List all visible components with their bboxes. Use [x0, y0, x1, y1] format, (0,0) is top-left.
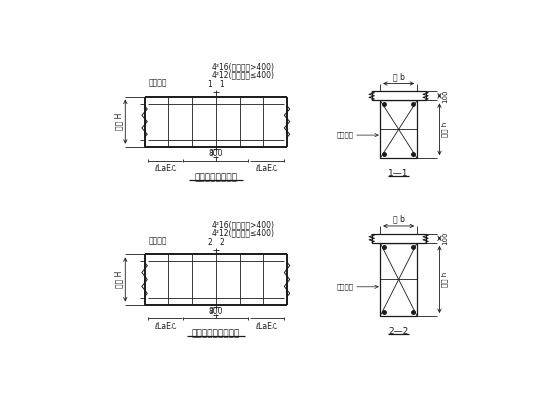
- Text: 加强钉筋: 加强钉筋: [337, 132, 354, 139]
- Text: 梁后浇带构造详图: 梁后浇带构造详图: [194, 173, 237, 182]
- Text: 梁 b: 梁 b: [393, 72, 404, 81]
- Bar: [372, 234, 426, 243]
- Text: 4²16(用于梁高>400): 4²16(用于梁高>400): [212, 63, 275, 72]
- Text: 100: 100: [442, 89, 448, 102]
- Text: 梁高 h: 梁高 h: [442, 272, 449, 287]
- Text: ℓLaEℒ: ℓLaEℒ: [255, 322, 277, 331]
- Text: ℓLaEℒ: ℓLaEℒ: [154, 164, 176, 173]
- Text: 800: 800: [208, 149, 223, 158]
- Bar: [380, 243, 417, 316]
- Text: 板梁后浇带构造详图: 板梁后浇带构造详图: [192, 329, 240, 338]
- Bar: [372, 91, 426, 100]
- Text: 2: 2: [210, 308, 214, 314]
- Text: 4²12(用于梁高≤400): 4²12(用于梁高≤400): [212, 228, 275, 237]
- Text: ℓLaEℒ: ℓLaEℒ: [255, 164, 277, 173]
- Text: 2—2: 2—2: [389, 327, 409, 336]
- Bar: [380, 100, 417, 158]
- Text: 1: 1: [220, 80, 225, 89]
- Text: ℓLaEℒ: ℓLaEℒ: [154, 322, 176, 331]
- Text: 加强钉筋: 加强钉筋: [337, 284, 354, 290]
- Text: 加强钉筋: 加强钉筋: [148, 78, 167, 87]
- Text: 2: 2: [207, 238, 212, 247]
- Text: 梁高 h: 梁高 h: [442, 122, 449, 137]
- Text: 梁 b: 梁 b: [393, 215, 404, 223]
- Text: 4²12(用于梁高≤400): 4²12(用于梁高≤400): [212, 71, 275, 79]
- Text: 1: 1: [209, 150, 214, 156]
- Text: 800: 800: [208, 307, 223, 316]
- Text: 梁高 H: 梁高 H: [114, 271, 123, 288]
- Text: 梁高 H: 梁高 H: [114, 113, 123, 130]
- Text: 1—1: 1—1: [389, 169, 409, 178]
- Text: 4²16(用于梁高>400): 4²16(用于梁高>400): [212, 220, 275, 230]
- Text: 加强钉筋: 加强钉筋: [148, 236, 167, 245]
- Text: 100: 100: [442, 231, 448, 245]
- Text: 2: 2: [220, 238, 225, 247]
- Text: 1: 1: [207, 80, 212, 89]
